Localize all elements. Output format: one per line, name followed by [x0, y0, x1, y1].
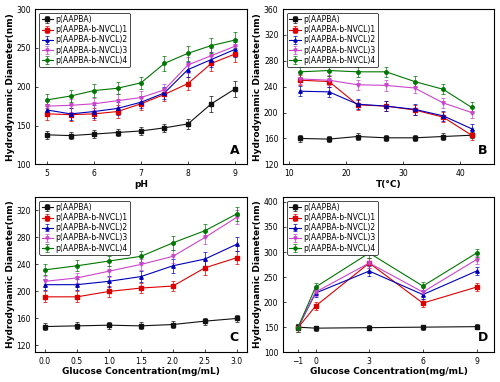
- Text: D: D: [478, 332, 488, 345]
- Y-axis label: Hydrodynamic Diameter(nm): Hydrodynamic Diameter(nm): [6, 201, 15, 348]
- Legend: p(AAPBA), p(AAPBA-b-NVCL)1, p(AAPBA-b-NVCL)2, p(AAPBA-b-NVCL)3, p(AAPBA-b-NVCL)4: p(AAPBA), p(AAPBA-b-NVCL)1, p(AAPBA-b-NV…: [287, 201, 378, 255]
- Text: C: C: [230, 332, 239, 345]
- Legend: p(AAPBA), p(AAPBA-b-NVCL)1, p(AAPBA-b-NVCL)2, p(AAPBA-b-NVCL)3, p(AAPBA-b-NVCL)4: p(AAPBA), p(AAPBA-b-NVCL)1, p(AAPBA-b-NV…: [287, 13, 378, 67]
- Text: A: A: [230, 144, 239, 157]
- X-axis label: T(°C): T(°C): [376, 180, 402, 189]
- X-axis label: pH: pH: [134, 180, 148, 189]
- X-axis label: Glucose Concentration(mg/mL): Glucose Concentration(mg/mL): [62, 367, 220, 376]
- Legend: p(AAPBA), p(AAPBA-b-NVCL)1, p(AAPBA-b-NVCL)2, p(AAPBA-b-NVCL)3, p(AAPBA-b-NVCL)4: p(AAPBA), p(AAPBA-b-NVCL)1, p(AAPBA-b-NV…: [40, 201, 130, 255]
- Y-axis label: Hydrodynamic Diameter(nm): Hydrodynamic Diameter(nm): [254, 201, 262, 348]
- X-axis label: Glucose Concentration(mg/mL): Glucose Concentration(mg/mL): [310, 367, 468, 376]
- Y-axis label: Hydrodynamic Diameter(nm): Hydrodynamic Diameter(nm): [254, 13, 262, 160]
- Y-axis label: Hydrodynamic Diameter(nm): Hydrodynamic Diameter(nm): [6, 13, 15, 160]
- Text: B: B: [478, 144, 487, 157]
- Legend: p(AAPBA), p(AAPBA-b-NVCL)1, p(AAPBA-b-NVCL)2, p(AAPBA-b-NVCL)3, p(AAPBA-b-NVCL)4: p(AAPBA), p(AAPBA-b-NVCL)1, p(AAPBA-b-NV…: [40, 13, 130, 67]
